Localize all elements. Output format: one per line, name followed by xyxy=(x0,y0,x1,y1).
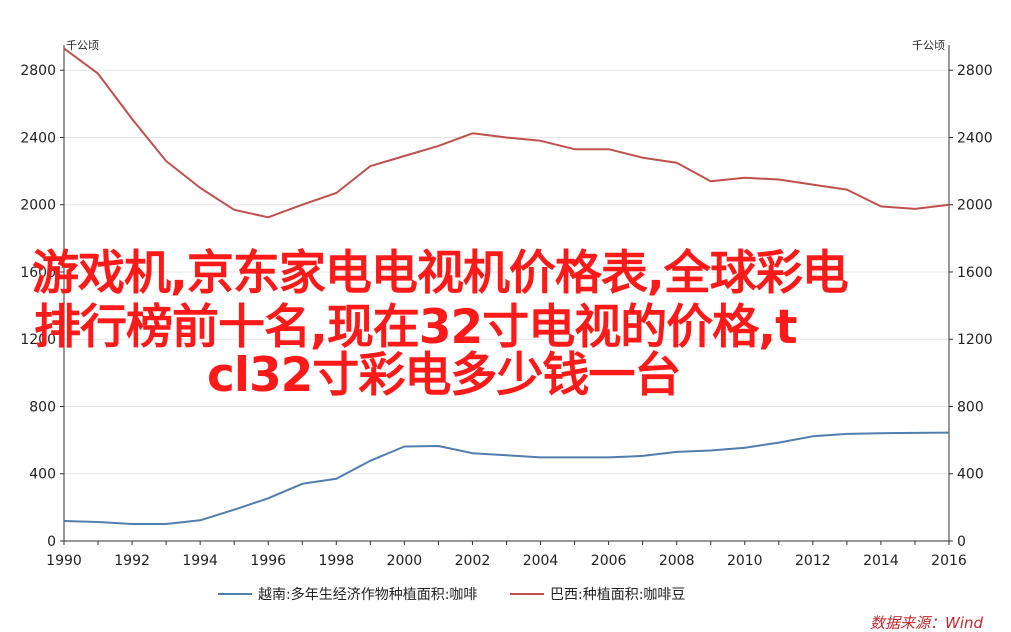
x-tick-label: 2010 xyxy=(727,553,763,569)
right-tick-label: 1200 xyxy=(957,332,993,348)
right-tick-label: 2000 xyxy=(957,198,993,214)
right-tick-label: 1600 xyxy=(957,265,993,281)
x-tick-label: 1994 xyxy=(182,553,218,569)
x-tick-label: 2000 xyxy=(387,553,423,569)
x-tick-label: 1996 xyxy=(250,553,286,569)
left-tick-label: 0 xyxy=(47,534,56,550)
x-tick-label: 2008 xyxy=(659,553,695,569)
right-axis-unit: 千公顷 xyxy=(912,39,945,52)
x-tick-label: 1998 xyxy=(318,553,354,569)
right-tick-label: 0 xyxy=(957,534,966,550)
source-label: 数据来源：Wind xyxy=(870,614,984,632)
x-tick-label: 1990 xyxy=(46,553,82,569)
left-tick-label: 1200 xyxy=(20,332,56,348)
left-tick-label: 800 xyxy=(29,399,56,415)
series-line-1 xyxy=(63,47,950,219)
axis-ticks: 0 0 400 400 800 800 1200 1200 1600 1600 2000 2000 24… xyxy=(20,63,992,569)
right-tick-label: 400 xyxy=(957,467,984,483)
left-tick-label: 400 xyxy=(29,467,56,483)
left-axis-unit: 千公顷 xyxy=(66,39,99,52)
x-tick-label: 2002 xyxy=(455,553,491,569)
legend: 越南:多年生经济作物种植面积:咖啡 巴西:种植面积:咖啡豆 xyxy=(218,586,685,603)
right-tick-label: 2400 xyxy=(957,130,993,146)
right-tick-label: 800 xyxy=(957,399,984,415)
left-tick-label: 2000 xyxy=(20,198,56,214)
x-tick-label: 1992 xyxy=(114,553,150,569)
x-tick-label: 2016 xyxy=(931,553,967,569)
right-tick-label: 2800 xyxy=(957,63,993,79)
left-tick-label: 2400 xyxy=(20,130,56,146)
series-line-0 xyxy=(63,431,950,525)
x-tick-label: 2014 xyxy=(863,553,899,569)
x-tick-label: 2006 xyxy=(591,553,627,569)
series-lines xyxy=(63,47,950,525)
legend-label-0: 越南:多年生经济作物种植面积:咖啡 xyxy=(258,586,477,603)
legend-label-1: 巴西:种植面积:咖啡豆 xyxy=(550,587,685,603)
x-tick-label: 2004 xyxy=(523,553,559,569)
left-tick-label: 2800 xyxy=(20,63,56,79)
left-tick-label: 1600 xyxy=(20,265,56,281)
x-tick-label: 2012 xyxy=(795,553,831,569)
